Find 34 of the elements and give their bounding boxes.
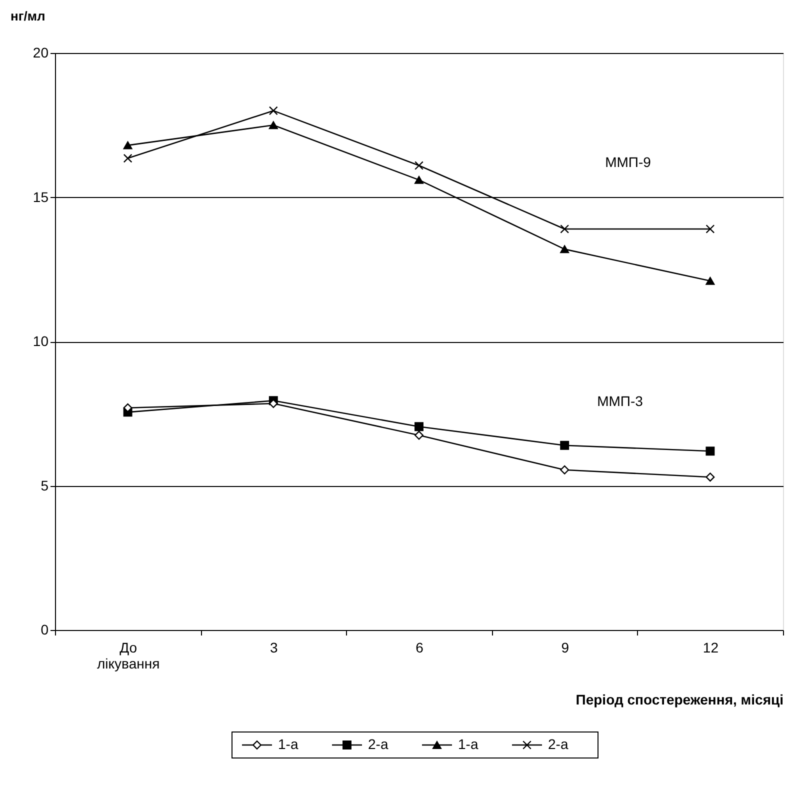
point — [123, 141, 132, 150]
point — [560, 465, 570, 474]
point — [268, 106, 278, 116]
point — [706, 472, 715, 482]
legend-label: 1-а — [458, 736, 478, 752]
x-tick-label: До лікування — [96, 640, 160, 672]
y-tick-label: 20 — [32, 44, 49, 60]
y-axis-title: нг/мл — [10, 8, 46, 24]
x-tick-label: 3 — [270, 640, 278, 656]
point — [414, 161, 424, 170]
annotation: ММП-9 — [605, 154, 652, 170]
point — [706, 224, 715, 234]
y-tick-label: 5 — [40, 477, 49, 494]
point — [414, 176, 424, 184]
point — [706, 276, 715, 285]
point — [123, 154, 132, 163]
point — [268, 121, 278, 130]
x-tick-label: 12 — [702, 640, 719, 656]
y-tick-label: 0 — [40, 622, 49, 638]
x-tick-label: 9 — [561, 640, 570, 656]
legend-label: 2-а — [548, 736, 568, 752]
point — [560, 224, 570, 234]
annotation: ММП-3 — [597, 393, 644, 409]
legend-label: 2-а — [368, 736, 388, 752]
point — [414, 430, 424, 440]
y-tick-label: 10 — [32, 333, 49, 349]
point — [414, 422, 424, 432]
point — [560, 440, 570, 450]
x-axis-title: Період спостереження, місяці — [576, 692, 784, 708]
y-tick-label: 15 — [32, 188, 49, 205]
legend-label: 1-а — [278, 736, 298, 752]
x-tick-label: 6 — [416, 640, 424, 656]
point — [560, 245, 570, 254]
point — [706, 446, 715, 456]
